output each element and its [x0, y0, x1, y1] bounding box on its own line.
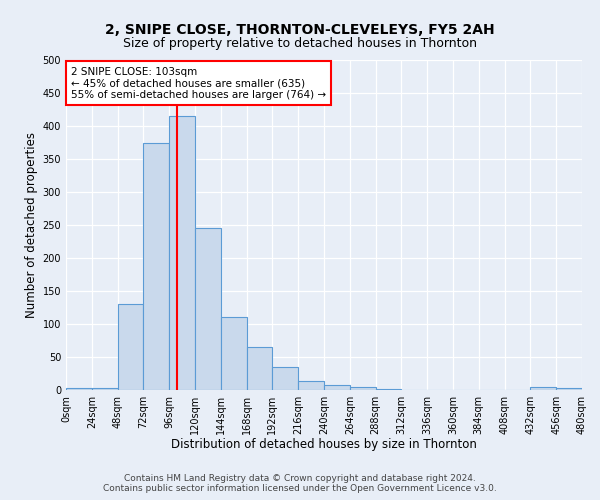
Bar — [118, 304, 143, 390]
Bar — [272, 367, 298, 390]
Text: Contains HM Land Registry data © Crown copyright and database right 2024.: Contains HM Land Registry data © Crown c… — [124, 474, 476, 483]
Bar — [350, 386, 376, 390]
Bar — [66, 388, 92, 390]
Text: Size of property relative to detached houses in Thornton: Size of property relative to detached ho… — [123, 38, 477, 51]
Bar — [298, 381, 324, 390]
Bar — [530, 386, 556, 390]
Bar — [92, 388, 118, 390]
Text: Contains public sector information licensed under the Open Government Licence v3: Contains public sector information licen… — [103, 484, 497, 493]
Bar — [376, 388, 401, 390]
Bar — [143, 142, 169, 390]
Bar — [247, 347, 272, 390]
Text: 2, SNIPE CLOSE, THORNTON-CLEVELEYS, FY5 2AH: 2, SNIPE CLOSE, THORNTON-CLEVELEYS, FY5 … — [105, 22, 495, 36]
X-axis label: Distribution of detached houses by size in Thornton: Distribution of detached houses by size … — [171, 438, 477, 452]
Bar — [169, 116, 195, 390]
Text: 2 SNIPE CLOSE: 103sqm
← 45% of detached houses are smaller (635)
55% of semi-det: 2 SNIPE CLOSE: 103sqm ← 45% of detached … — [71, 66, 326, 100]
Y-axis label: Number of detached properties: Number of detached properties — [25, 132, 38, 318]
Bar — [221, 318, 247, 390]
Bar — [324, 384, 350, 390]
Bar — [195, 228, 221, 390]
Bar — [556, 388, 582, 390]
